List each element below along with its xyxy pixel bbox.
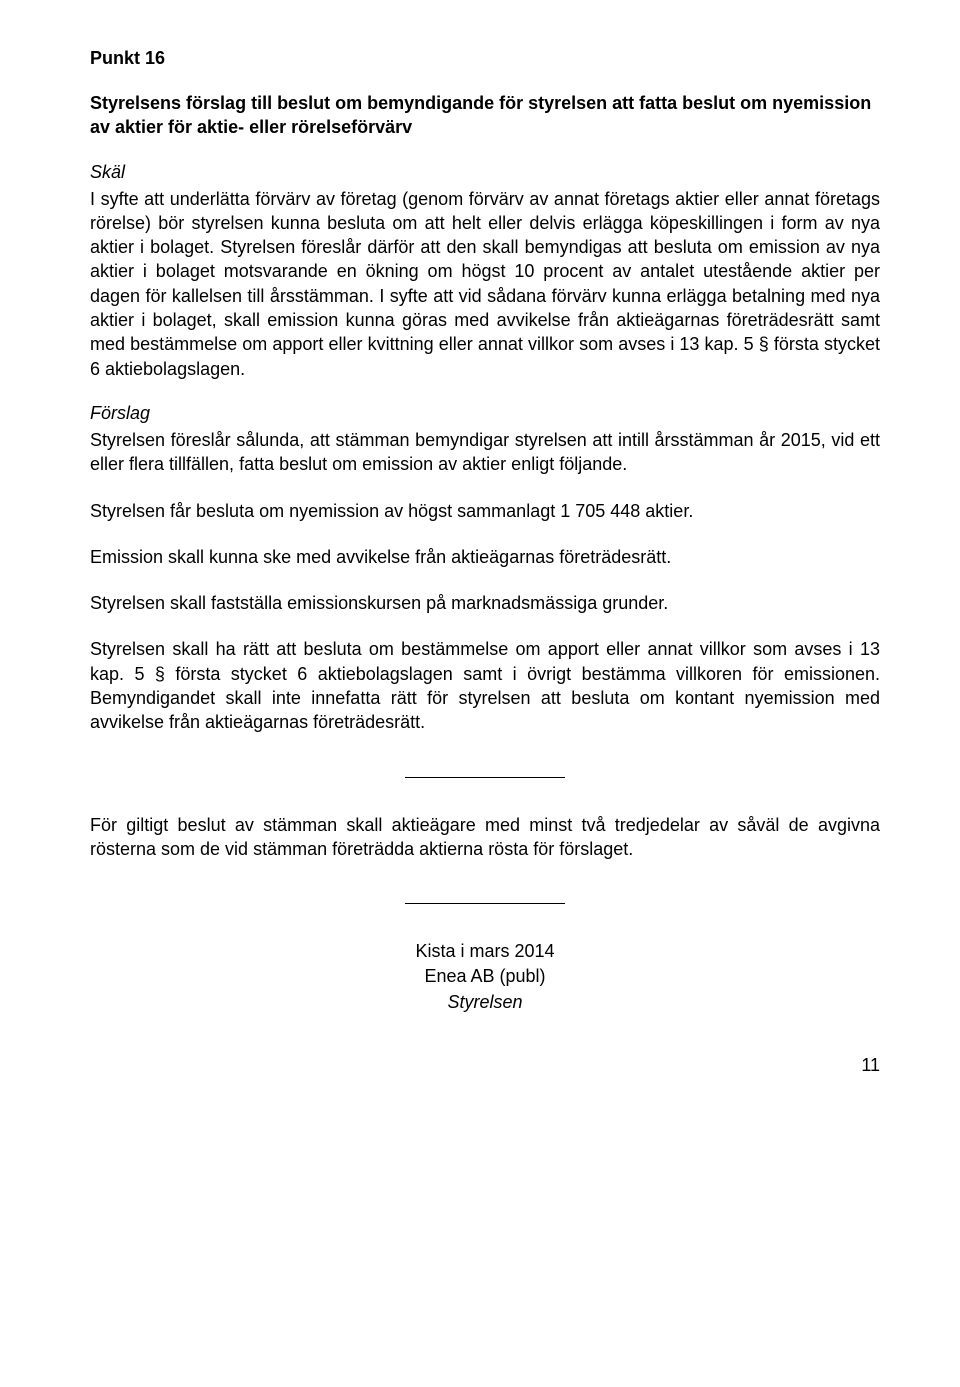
proposal-paragraph-5: Styrelsen skall ha rätt att besluta om b… xyxy=(90,637,880,734)
footer-place-date: Kista i mars 2014 xyxy=(90,939,880,964)
divider-bottom xyxy=(90,891,880,909)
proposal-paragraph-4: Styrelsen skall fastställa emissionskurs… xyxy=(90,591,880,615)
reasons-heading: Skäl xyxy=(90,162,880,183)
footer-company: Enea AB (publ) xyxy=(90,964,880,989)
proposal-paragraph-1: Styrelsen föreslår sålunda, att stämman … xyxy=(90,428,880,477)
proposal-heading: Förslag xyxy=(90,403,880,424)
section-title: Styrelsens förslag till beslut om bemynd… xyxy=(90,91,880,140)
closing-paragraph: För giltigt beslut av stämman skall akti… xyxy=(90,813,880,862)
footer: Kista i mars 2014 Enea AB (publ) Styrels… xyxy=(90,939,880,1015)
page-number: 11 xyxy=(90,1055,880,1076)
section-number: Punkt 16 xyxy=(90,48,880,69)
proposal-paragraph-3: Emission skall kunna ske med avvikelse f… xyxy=(90,545,880,569)
divider-top xyxy=(90,765,880,783)
footer-signer: Styrelsen xyxy=(90,990,880,1015)
reasons-paragraph: I syfte att underlätta förvärv av företa… xyxy=(90,187,880,381)
proposal-paragraph-2: Styrelsen får besluta om nyemission av h… xyxy=(90,499,880,523)
